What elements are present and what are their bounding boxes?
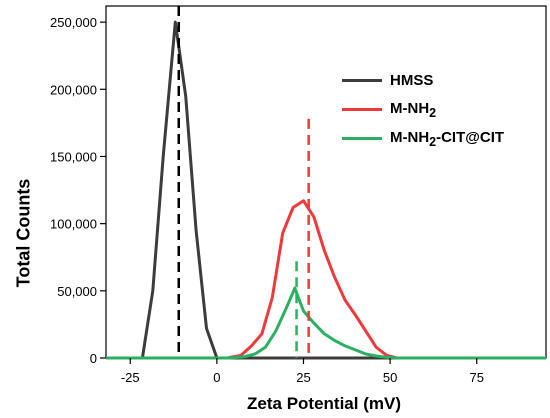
legend-label-m-nh2-sub: 2 [429, 105, 437, 120]
legend-item-m-nh2-cit: M-NH2-CIT@CIT [342, 124, 504, 153]
legend-label-m-nh2-cit-main: M-NH [390, 128, 430, 146]
legend-label-m-nh2-cit-sub: 2 [429, 134, 437, 149]
y-axis-label: Total Counts [13, 178, 34, 288]
legend-label-m-nh2-cit-rest: -CIT@CIT [436, 128, 505, 146]
legend-swatch-m-nh2 [342, 108, 382, 111]
x-tick-label-1: 0 [213, 370, 220, 385]
series-line-1 [106, 199, 546, 360]
legend: HMSS M-NH2 M-NH2-CIT@CIT [342, 66, 504, 153]
y-tick-label-1: 50,000 [57, 284, 97, 299]
legend-swatch-m-nh2-cit [342, 137, 382, 140]
legend-label-m-nh2-cit: M-NH2-CIT@CIT [390, 129, 504, 149]
series-line-2 [106, 286, 546, 360]
x-tick-label-3: 50 [383, 370, 397, 385]
legend-swatch-hmss [342, 79, 382, 82]
x-tick-label-2: 25 [296, 370, 310, 385]
y-tick-label-0: 0 [90, 351, 97, 366]
x-tick-label-0: -25 [121, 370, 140, 385]
legend-item-hmss: HMSS [342, 66, 504, 95]
legend-label-m-nh2: M-NH2 [390, 100, 436, 120]
y-tick-label-3: 150,000 [50, 149, 97, 164]
x-axis-label: Zeta Potential (mV) [247, 394, 401, 413]
y-tick-label-5: 250,000 [50, 15, 97, 30]
series-line-0 [106, 20, 546, 360]
legend-item-m-nh2: M-NH2 [342, 95, 504, 124]
legend-label-m-nh2-main: M-NH [390, 99, 430, 117]
y-tick-label-4: 200,000 [50, 82, 97, 97]
legend-label-hmss: HMSS [390, 72, 434, 89]
x-tick-label-4: 75 [469, 370, 483, 385]
y-tick-label-2: 100,000 [50, 217, 97, 232]
